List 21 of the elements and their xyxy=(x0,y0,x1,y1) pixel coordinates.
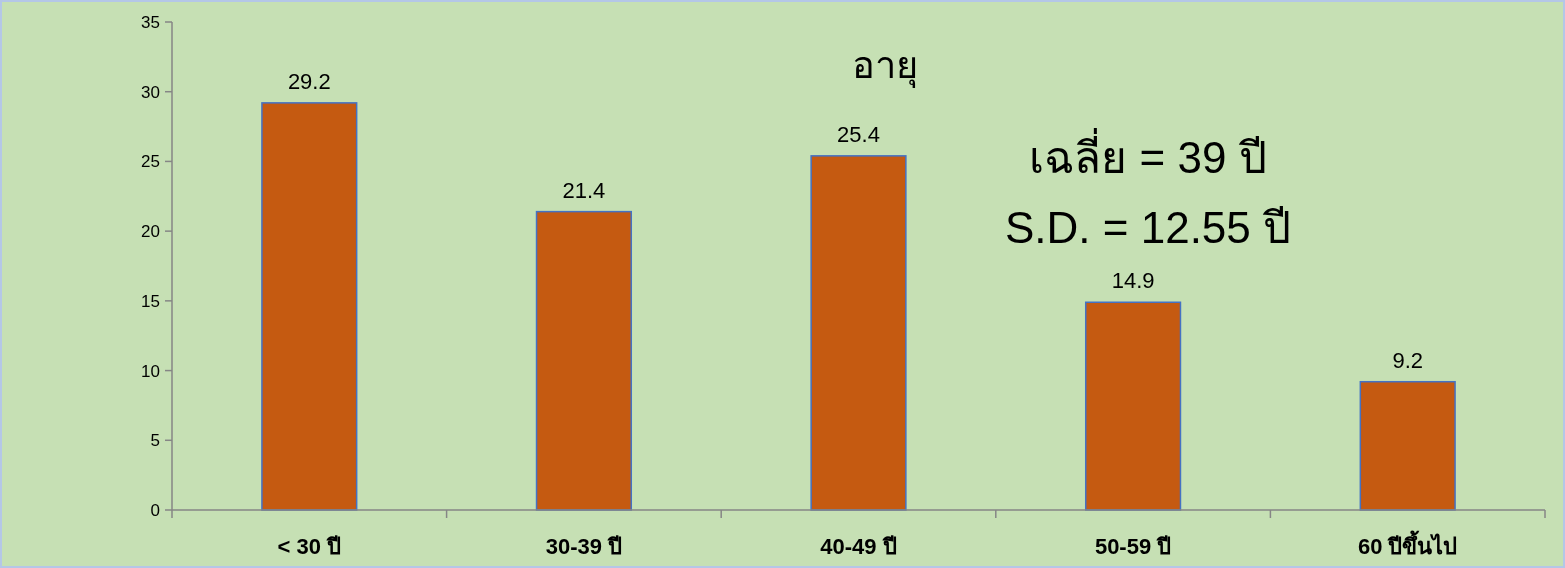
y-tick-label: 0 xyxy=(150,501,160,520)
x-tick-label: 30-39 ปี xyxy=(545,534,623,559)
data-label: 14.9 xyxy=(1111,268,1155,294)
data-label: 21.4 xyxy=(562,177,606,203)
y-tick-label: 10 xyxy=(141,361,160,381)
x-tick-label: < 30 ปี xyxy=(277,534,342,559)
x-tick-label: 40-49 ปี xyxy=(820,534,897,559)
y-tick-label: 20 xyxy=(141,222,160,242)
y-tick-label: 35 xyxy=(141,13,160,32)
data-label: 9.2 xyxy=(1392,347,1423,373)
text: อายุ xyxy=(852,44,918,88)
y-tick-label: 30 xyxy=(141,82,160,102)
y-tick-label: 5 xyxy=(150,431,160,451)
data-label: 29.2 xyxy=(287,68,331,94)
y-tick-label: 15 xyxy=(141,291,160,311)
annotation: S.D. = 12.55 ปี xyxy=(1004,203,1292,252)
annotation: เฉลี่ย = 39 ปี xyxy=(1029,127,1267,182)
x-tick-label: 50-59 ปี xyxy=(1094,534,1172,559)
data-label: 25.4 xyxy=(837,121,880,147)
x-tick-label: 60 ปีขึ้นไป xyxy=(1357,530,1458,559)
y-tick-label: 25 xyxy=(141,152,160,172)
